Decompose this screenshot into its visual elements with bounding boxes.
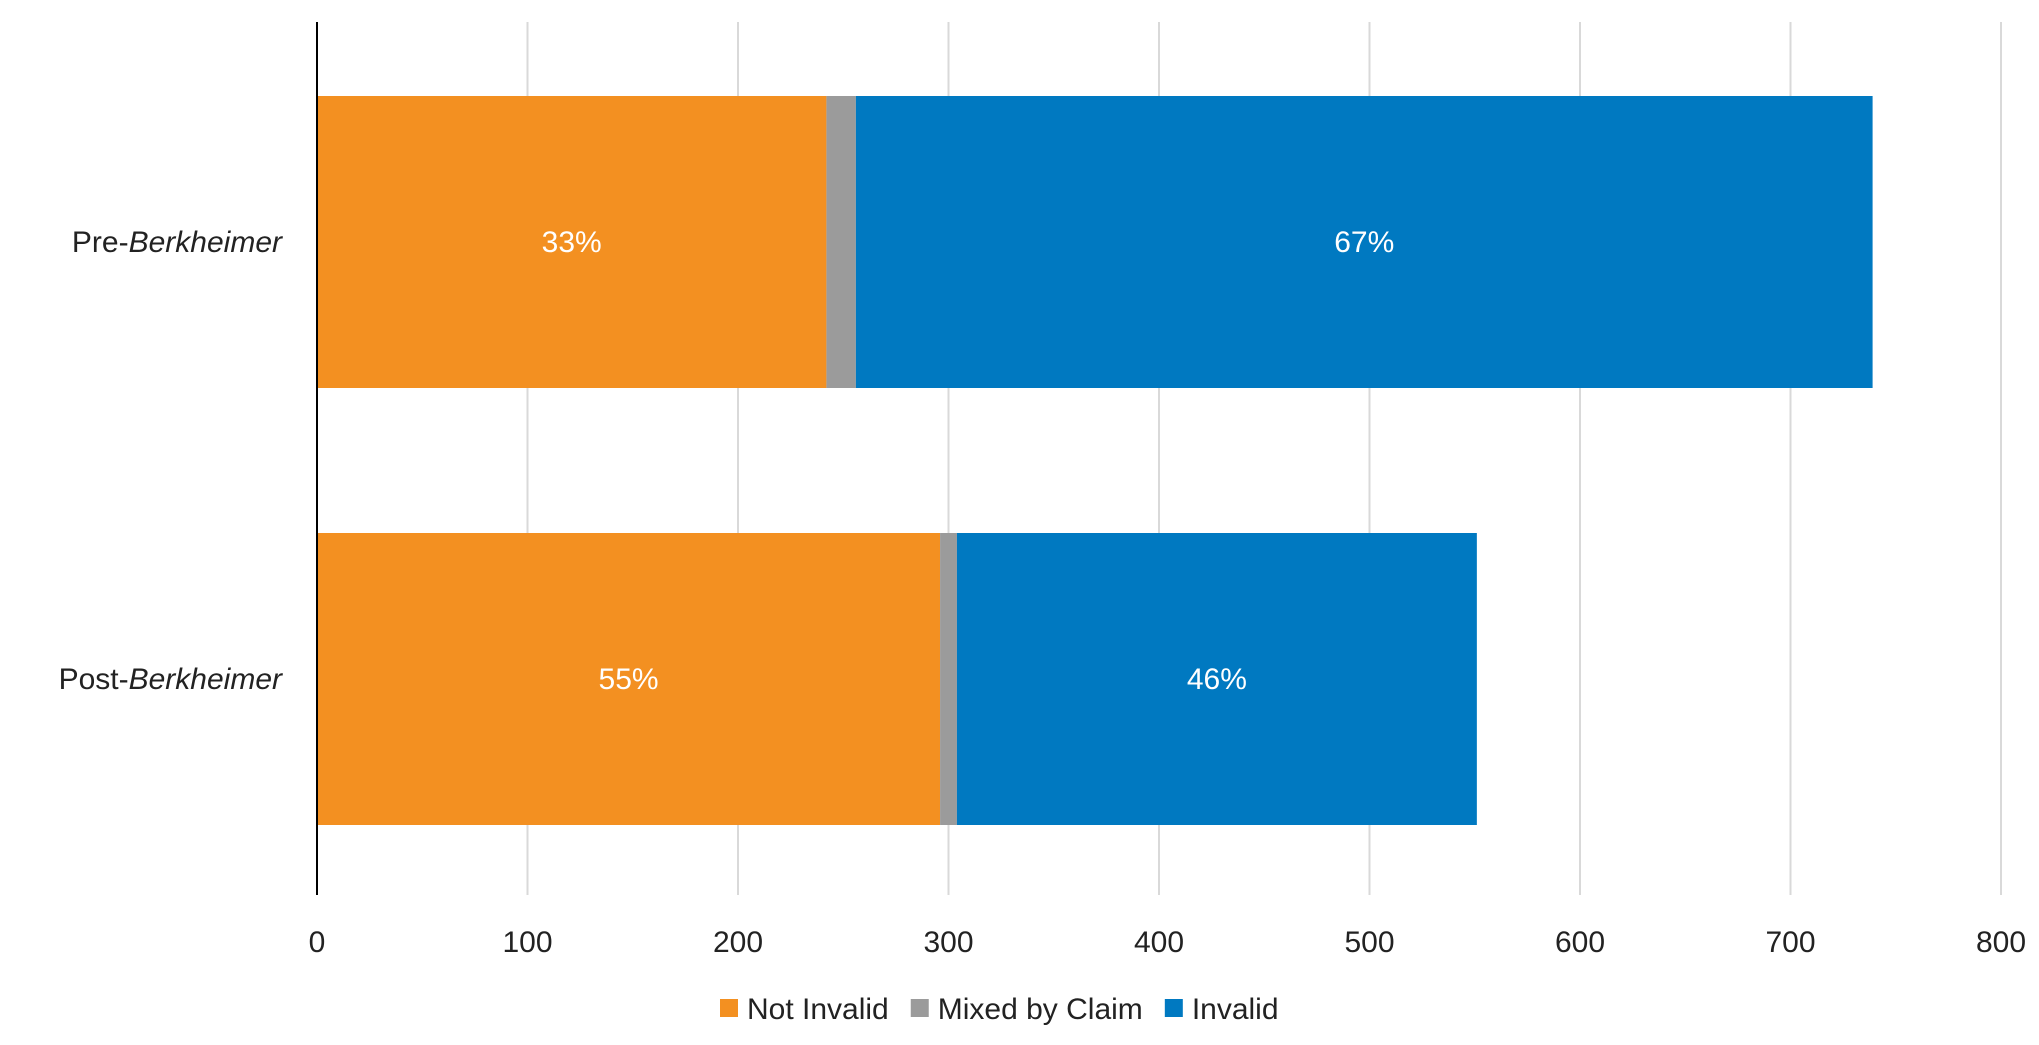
bars <box>317 96 1873 825</box>
data-label-invalid-0: 67% <box>1334 226 1394 259</box>
x-tick-label-100: 100 <box>502 926 552 959</box>
x-tick-label-200: 200 <box>713 926 763 959</box>
bar-mixed-by-claim-0 <box>826 96 855 388</box>
bar-mixed-by-claim-1 <box>940 533 957 825</box>
data-label-not-invalid-1: 55% <box>599 663 659 696</box>
legend-swatch-mixed-by-claim <box>911 999 929 1017</box>
x-tick-label-800: 800 <box>1976 926 2026 959</box>
data-label-not-invalid-0: 33% <box>542 226 602 259</box>
category-labels: Pre-Berkheimer Post-Berkheimer <box>59 226 283 696</box>
legend-label-invalid: Invalid <box>1192 993 1279 1026</box>
x-tick-label-700: 700 <box>1765 926 1815 959</box>
x-tick-label-500: 500 <box>1344 926 1394 959</box>
legend-swatch-invalid <box>1165 999 1183 1017</box>
legend-swatch-not-invalid <box>720 999 738 1017</box>
category-label-0: Pre-Berkheimer <box>72 226 283 259</box>
category-label-1: Post-Berkheimer <box>59 663 283 696</box>
legend-label-not-invalid: Not Invalid <box>747 993 889 1026</box>
legend: Not Invalid Mixed by Claim Invalid <box>720 993 1279 1026</box>
legend-label-mixed-by-claim: Mixed by Claim <box>938 993 1143 1026</box>
x-tick-label-300: 300 <box>923 926 973 959</box>
x-axis-tick-labels: 0 100 200 300 400 500 600 700 800 <box>309 926 2026 959</box>
x-tick-label-400: 400 <box>1134 926 1184 959</box>
data-label-invalid-1: 46% <box>1187 663 1247 696</box>
x-tick-label-600: 600 <box>1555 926 1605 959</box>
x-tick-label-0: 0 <box>309 926 326 959</box>
